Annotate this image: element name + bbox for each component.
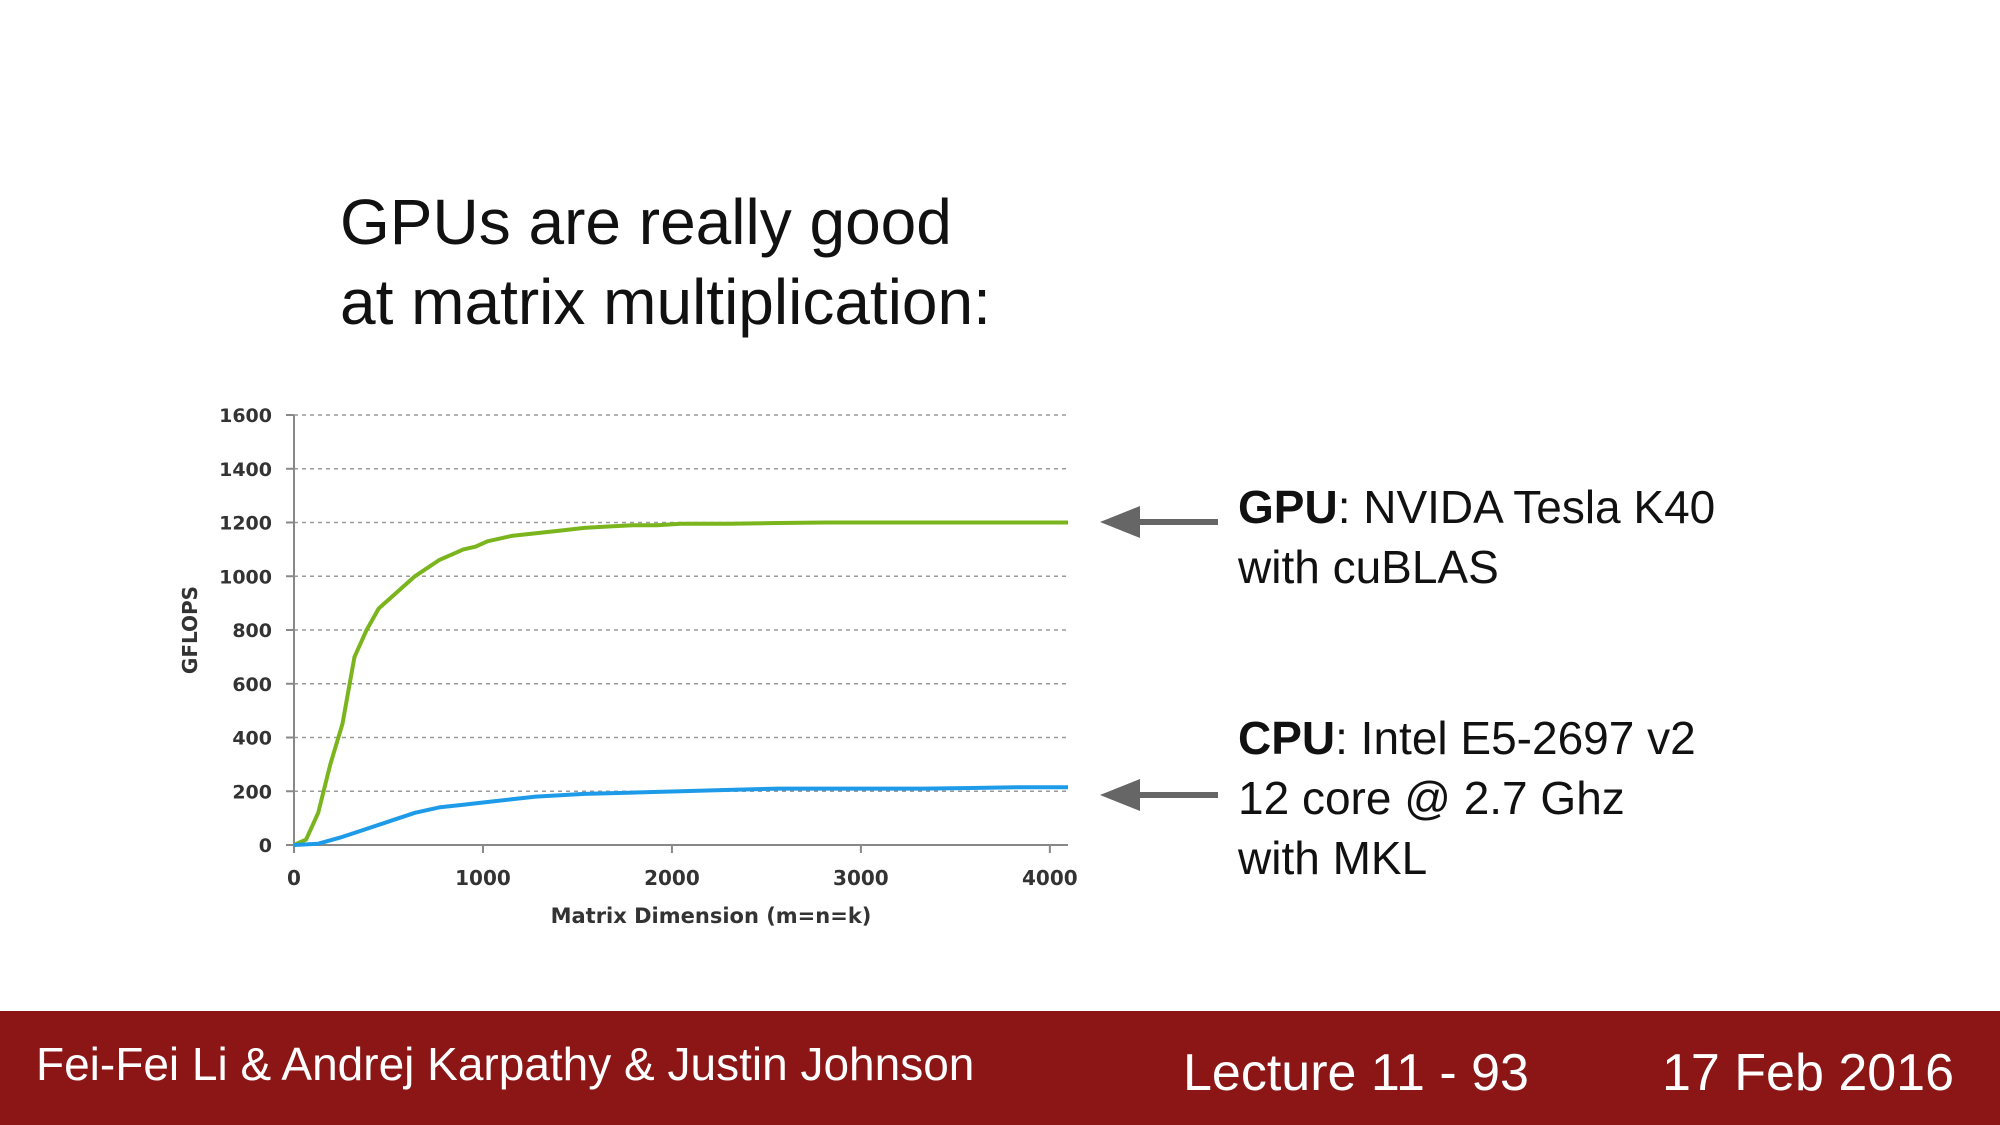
gpu-arrow-head [1100,506,1140,538]
slide-title-line-1: GPUs are really good [340,186,952,258]
y-tick-label: 1400 [219,459,272,481]
cpu-cores: 12 core @ 2.7 Ghz [1238,772,1625,824]
gpu-annotation: GPU: NVIDA Tesla K40 with cuBLAS [1238,477,1715,597]
cpu-model: : Intel E5-2697 v2 [1335,712,1696,764]
footer-date: 17 Feb 2016 [1662,1044,1955,1102]
y-tick-label: 400 [232,728,272,750]
y-axis-title: GFLOPS [178,586,202,674]
gpu-model: : NVIDA Tesla K40 [1337,481,1716,533]
footer-bar: Fei-Fei Li & Andrej Karpathy & Justin Jo… [0,1011,2000,1125]
x-tick-label: 1000 [455,866,511,890]
gpu-library: with cuBLAS [1238,541,1499,593]
cpu-arrow-head [1100,779,1140,811]
cpu-library: with MKL [1238,832,1428,884]
x-tick-label: 3000 [833,866,889,890]
gpu-arrow [1100,506,1218,538]
y-tick-label: 800 [232,620,272,642]
cpu-label: CPU [1238,712,1336,764]
x-tick-label: 2000 [644,866,700,890]
chart-series [293,520,1068,847]
gpu-label: GPU [1238,481,1338,533]
slide-title: GPUs are really good at matrix multiplic… [340,182,991,342]
y-tick-label: 600 [232,674,272,696]
y-tick-label: 1000 [219,566,272,588]
x-axis-title: Matrix Dimension (m=n=k) [551,904,872,928]
cpu-arrow [1100,779,1218,811]
gpu-series-line [293,520,1068,847]
cpu-series-line [293,785,1068,847]
footer-authors: Fei-Fei Li & Andrej Karpathy & Justin Jo… [36,1038,975,1090]
y-tick-label: 0 [259,835,272,857]
chart-grid [294,414,1068,792]
chart-ticks: 0 200 400 600 800 1000 1200 1400 1600 0 1000 2000 30… [219,405,1078,890]
y-tick-label: 200 [232,781,272,803]
x-tick-label: 4000 [1022,866,1078,890]
y-tick-label: 1600 [219,405,272,427]
footer-lecture: Lecture 11 - 93 [1183,1044,1529,1102]
y-tick-label: 1200 [219,513,272,535]
x-tick-label: 0 [287,866,301,890]
slide-title-line-2: at matrix multiplication: [340,266,991,338]
cpu-annotation: CPU: Intel E5-2697 v2 12 core @ 2.7 Ghz … [1238,708,1696,888]
